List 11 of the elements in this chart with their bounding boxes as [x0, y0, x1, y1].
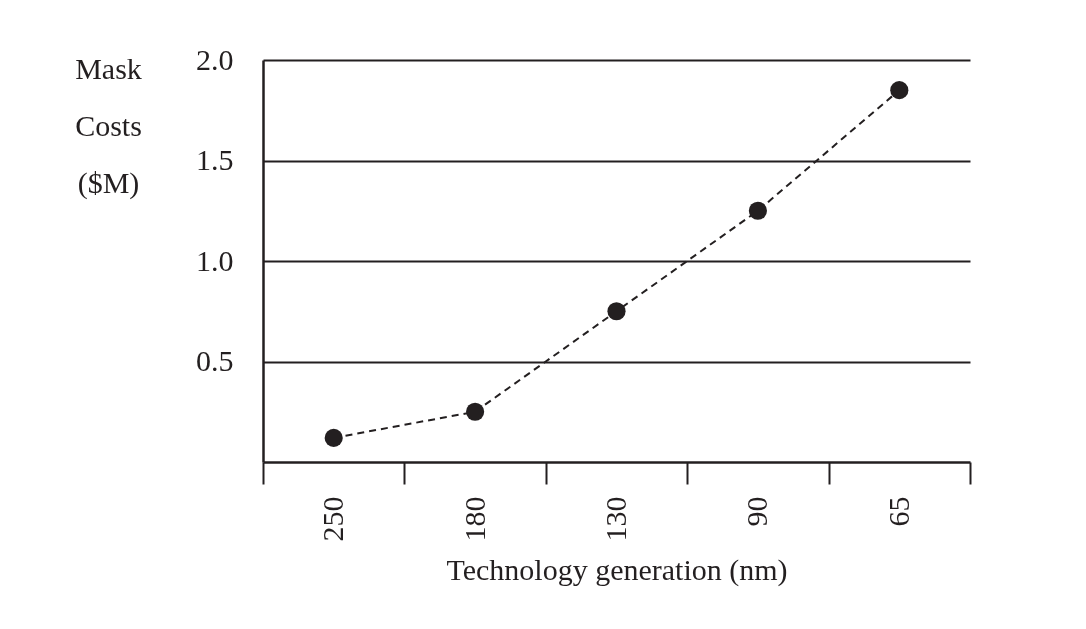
y-tick-label: 0.5 [196, 344, 234, 377]
x-tick-label: 180 [457, 496, 491, 542]
y-axis-title: Mask Costs ($M) [75, 51, 142, 200]
x-tick-label: 90 [740, 496, 774, 527]
x-tick-label: 250 [316, 496, 350, 542]
y-tick-label: 1.5 [196, 143, 234, 176]
x-tick-label: 130 [599, 496, 632, 542]
y-tick-label: 1.0 [196, 243, 234, 277]
x-tick-label: 65 [881, 496, 915, 527]
y-tick-label: 2.0 [196, 42, 234, 76]
x-axis-title: Technology generation (nm) [446, 552, 788, 587]
